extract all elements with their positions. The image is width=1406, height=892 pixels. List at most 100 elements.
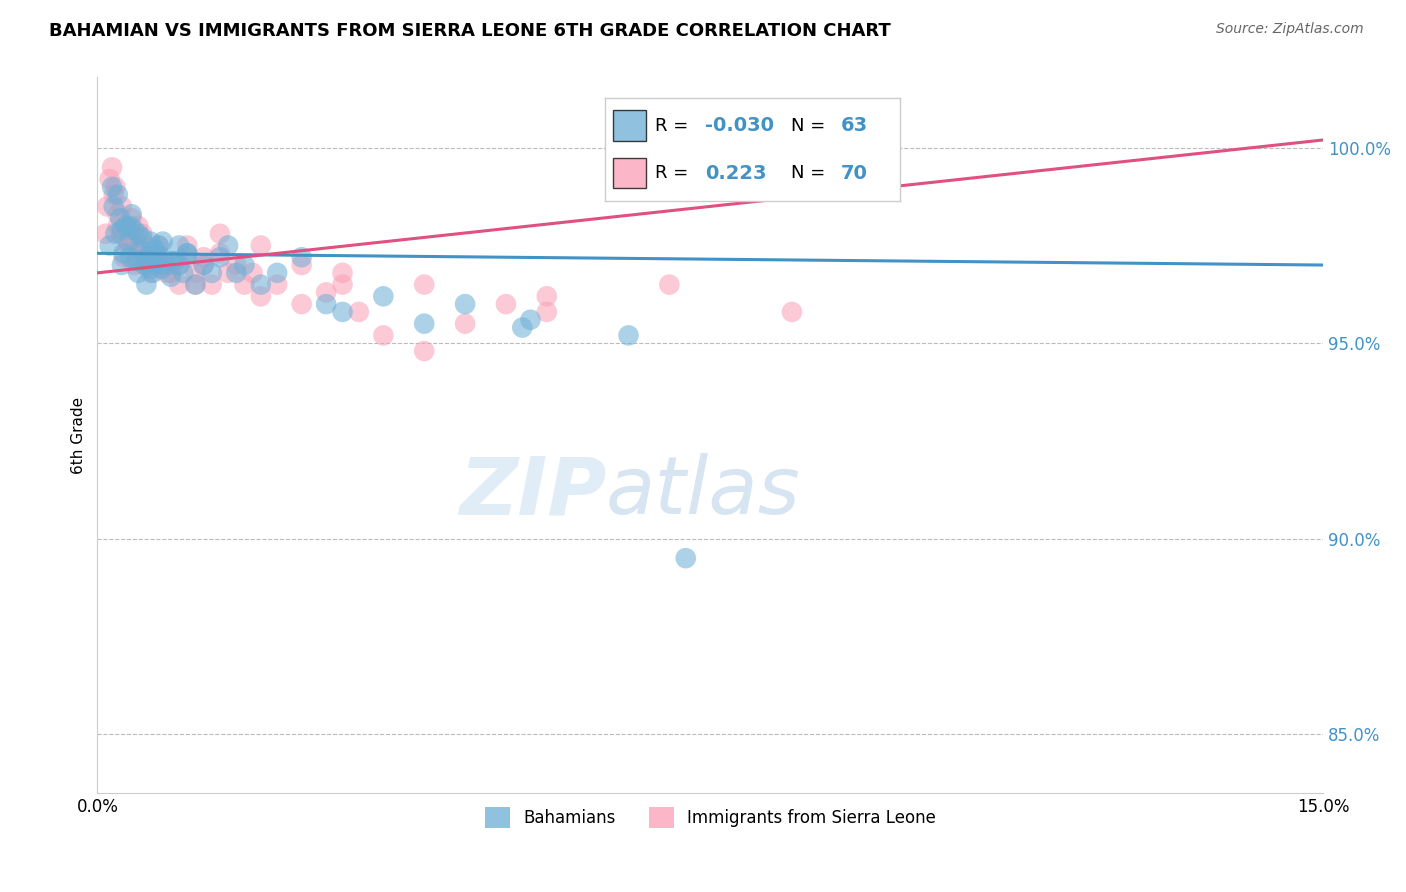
Point	[135, 258, 157, 272]
Point	[291, 258, 314, 272]
Point	[225, 266, 247, 280]
Point	[208, 246, 231, 260]
Point	[184, 277, 207, 292]
Point	[167, 258, 190, 272]
Point	[658, 277, 681, 292]
Point	[125, 238, 148, 252]
Point	[495, 297, 517, 311]
Point	[139, 254, 162, 268]
Point	[121, 211, 143, 226]
Point	[193, 258, 215, 272]
Point	[111, 223, 134, 237]
Point	[193, 250, 215, 264]
Point	[122, 235, 145, 249]
Point	[332, 266, 354, 280]
Point	[127, 266, 149, 280]
Point	[150, 262, 173, 277]
Text: -0.030: -0.030	[704, 116, 773, 136]
Point	[266, 277, 288, 292]
Point	[143, 246, 166, 260]
Point	[249, 238, 271, 252]
Point	[167, 238, 190, 252]
Point	[193, 258, 215, 272]
Point	[117, 238, 139, 252]
Point	[780, 305, 803, 319]
Text: 0.223: 0.223	[704, 163, 766, 183]
Point	[242, 266, 264, 280]
Point	[94, 227, 117, 241]
Point	[112, 250, 135, 264]
Text: 70: 70	[841, 163, 868, 183]
Point	[131, 254, 153, 268]
Y-axis label: 6th Grade: 6th Grade	[72, 396, 86, 474]
Point	[145, 246, 167, 260]
Point	[127, 250, 149, 264]
Point	[122, 258, 145, 272]
Point	[152, 235, 174, 249]
Point	[111, 258, 134, 272]
Point	[135, 250, 157, 264]
Point	[96, 199, 118, 213]
Point	[143, 250, 166, 264]
Point	[167, 258, 190, 272]
Point	[413, 317, 436, 331]
Point	[118, 219, 141, 233]
Point	[110, 211, 132, 226]
Point	[233, 277, 256, 292]
Point	[121, 207, 143, 221]
Text: N =: N =	[790, 164, 831, 182]
Point	[118, 250, 141, 264]
Point	[225, 258, 247, 272]
Point	[536, 289, 558, 303]
Point	[413, 277, 436, 292]
Point	[536, 305, 558, 319]
Point	[134, 258, 156, 272]
Point	[176, 238, 198, 252]
Point	[104, 227, 127, 241]
Point	[184, 277, 207, 292]
Point	[148, 238, 170, 252]
Point	[134, 258, 156, 272]
Point	[107, 207, 129, 221]
Point	[131, 230, 153, 244]
Point	[104, 179, 127, 194]
Text: 63: 63	[841, 116, 868, 136]
Point	[118, 227, 141, 241]
FancyBboxPatch shape	[613, 111, 645, 141]
Point	[160, 254, 183, 268]
Point	[128, 246, 150, 260]
Point	[148, 238, 170, 252]
Point	[111, 199, 134, 213]
Point	[208, 250, 231, 264]
Point	[98, 238, 121, 252]
Point	[115, 219, 138, 233]
Point	[103, 199, 125, 213]
Point	[135, 238, 157, 252]
Point	[315, 297, 337, 311]
Point	[217, 266, 239, 280]
Point	[127, 227, 149, 241]
Point	[142, 266, 165, 280]
Point	[332, 305, 354, 319]
Point	[249, 289, 271, 303]
Point	[347, 305, 370, 319]
Point	[143, 243, 166, 257]
Point	[249, 277, 271, 292]
FancyBboxPatch shape	[613, 158, 645, 188]
Point	[112, 246, 135, 260]
Point	[131, 227, 153, 241]
Point	[107, 187, 129, 202]
Point	[176, 246, 198, 260]
Point	[139, 235, 162, 249]
Point	[291, 297, 314, 311]
Point	[139, 266, 162, 280]
Point	[103, 187, 125, 202]
Text: R =: R =	[655, 117, 693, 135]
Text: BAHAMIAN VS IMMIGRANTS FROM SIERRA LEONE 6TH GRADE CORRELATION CHART: BAHAMIAN VS IMMIGRANTS FROM SIERRA LEONE…	[49, 22, 891, 40]
Point	[135, 277, 157, 292]
Point	[152, 258, 174, 272]
Point	[128, 243, 150, 257]
Point	[143, 258, 166, 272]
Point	[125, 254, 148, 268]
Point	[160, 269, 183, 284]
